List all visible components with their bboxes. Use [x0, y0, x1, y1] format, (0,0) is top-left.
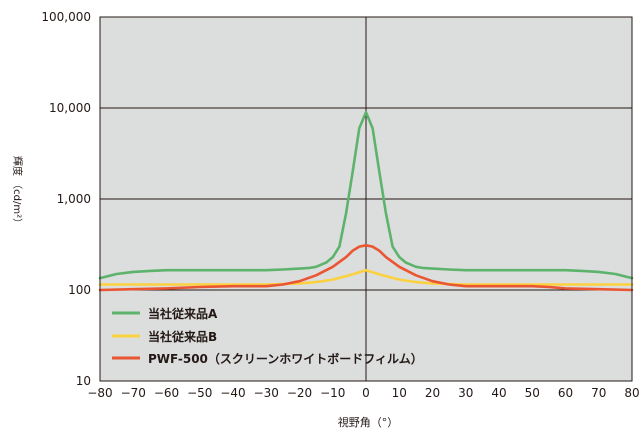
x-tick-label: 0: [362, 386, 370, 400]
y-tick-label: 100,000: [41, 10, 91, 24]
legend-label-a: 当社従来品A: [148, 306, 218, 321]
series-line-pwf500: [98, 244, 634, 292]
series-layer: [98, 110, 634, 292]
legend-label-b: 当社従来品B: [148, 329, 217, 344]
x-tick-label: 80: [624, 386, 639, 400]
x-tick-label: 70: [591, 386, 606, 400]
x-tick-label: −50: [187, 386, 212, 400]
x-tick-label: 20: [425, 386, 440, 400]
x-tick-label: −40: [220, 386, 245, 400]
x-tick-label: 10: [392, 386, 407, 400]
legend: 当社従来品A 当社従来品B PWF-500（スクリーンホワイトボードフィルム）: [112, 306, 423, 366]
series-line-a: [98, 110, 634, 280]
y-tick-label: 1,000: [57, 192, 91, 206]
series-line-b: [98, 268, 634, 286]
x-tick-label: 40: [491, 386, 506, 400]
x-tick-label: 50: [525, 386, 540, 400]
y-tick-label: 10,000: [49, 101, 91, 115]
x-tick-label: −10: [320, 386, 345, 400]
y-tick-label: 10: [76, 374, 91, 388]
plot-frame: [99, 16, 633, 382]
legend-label-pwf500: PWF-500（スクリーンホワイトボードフィルム）: [148, 351, 423, 366]
x-tick-label: 30: [458, 386, 473, 400]
x-tick-label: −30: [254, 386, 279, 400]
x-axis-label: 視野角（°）: [338, 415, 399, 429]
y-axis-label: 輝度 （cd/m²）: [11, 156, 24, 228]
x-tick-label: −80: [87, 386, 112, 400]
x-tick-label: −20: [287, 386, 312, 400]
y-tick-label: 100: [68, 283, 91, 297]
x-tick-label: −70: [121, 386, 146, 400]
x-tick-label: −60: [154, 386, 179, 400]
x-tick-labels: −80 −70 −60 −50 −40 −30 −20 −10 0 10 20 30 40 50 60 70 8…: [87, 386, 639, 400]
x-tick-label: 60: [558, 386, 573, 400]
y-tick-labels: 10 100 1,000 10,000 100,000: [41, 10, 91, 388]
